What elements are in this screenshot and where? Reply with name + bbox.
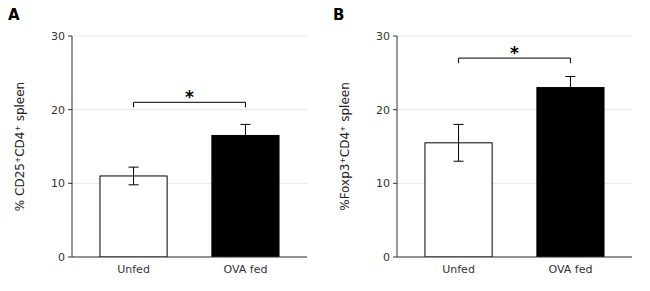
error-line [245,124,246,146]
y-tick-label: 10 [51,177,65,190]
y-tick-label: 10 [376,177,390,190]
error-bar [565,77,575,99]
error-bar [240,124,250,146]
panel: 0 10 20 30 * Unfed OVA fed % CD25⁺CD4⁺ spleen A [8,6,307,276]
x-axis [72,257,307,258]
x-tick-label: OVA fed [548,263,592,276]
significance-star: * [510,43,519,63]
bar [100,176,167,257]
y-tick [393,36,397,37]
chart-svg: 0102030*UnfedOVA fed% CD25⁺CD4⁺ spleenA0… [0,0,650,291]
background [0,0,650,291]
y-tick-label: 0 [383,251,390,264]
error-cap [565,98,575,99]
error-cap [129,184,139,185]
error-cap [454,124,464,125]
marks [425,58,604,257]
y-tick [393,257,397,258]
grid-line [72,36,307,37]
error-cap [129,167,139,168]
y-tick [68,183,72,184]
error-bar [454,124,464,161]
x-tick-label: OVA fed [223,263,267,276]
panel: 0 10 20 30 * Unfed OVA fed %Foxp3⁺CD4⁺ spleen B [333,6,632,276]
x-tick-label: Unfed [117,263,150,276]
panel-label: A [8,6,20,24]
error-cap [240,146,250,147]
grid-line [72,257,307,258]
y-tick [393,183,397,184]
error-bar [129,167,139,185]
y-tick-label: 20 [51,104,65,117]
significance-star: * [185,87,194,107]
grid-line [397,257,632,258]
y-tick-label: 30 [51,30,65,43]
x-tick-label: Unfed [442,263,475,276]
y-tick [393,109,397,110]
y-axis-label: %Foxp3⁺CD4⁺ spleen [338,82,352,211]
error-line [570,77,571,99]
y-axis [397,36,398,257]
error-cap [454,161,464,162]
y-tick [68,36,72,37]
error-cap [565,76,575,77]
y-axis [72,36,73,257]
panel-label: B [333,6,344,24]
y-tick-label: 30 [376,30,390,43]
x-axis [397,257,632,258]
y-tick-label: 20 [376,104,390,117]
y-axis-label: % CD25⁺CD4⁺ spleen [13,82,27,211]
y-tick [68,109,72,110]
bar [537,88,604,257]
y-tick-label: 0 [58,251,65,264]
marks [100,102,279,257]
bar [212,135,279,257]
grid-line [72,109,307,110]
error-line [133,167,134,185]
error-cap [240,124,250,125]
grid-line [397,36,632,37]
y-tick [68,257,72,258]
error-line [458,124,459,161]
